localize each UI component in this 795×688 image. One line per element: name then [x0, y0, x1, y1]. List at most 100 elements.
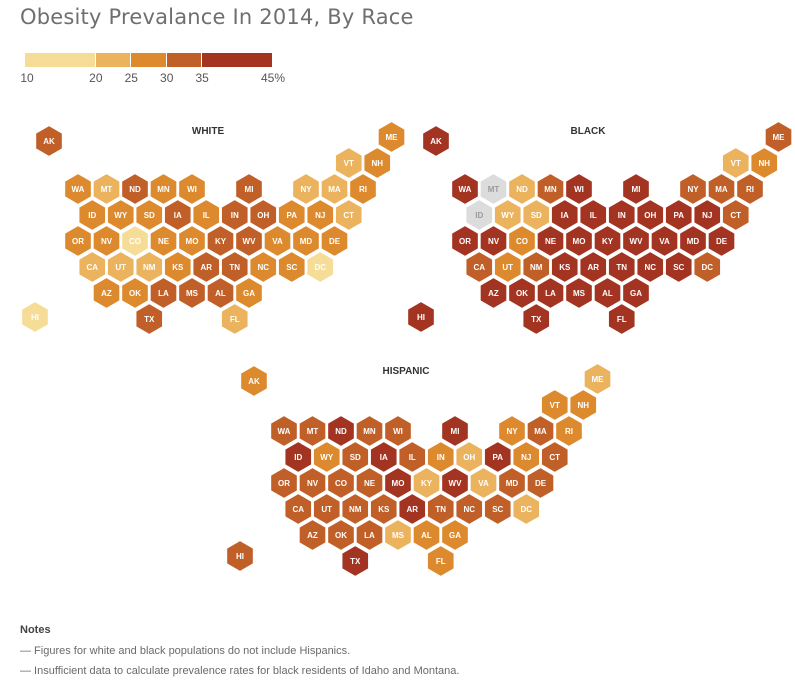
hex-hispanic-nc: NC: [455, 492, 484, 526]
hex-label: NV: [488, 237, 500, 246]
hex-shape: [149, 172, 178, 206]
hex-black-ga: GA: [621, 276, 651, 310]
hex-shape: [263, 224, 292, 258]
hex-hispanic-nh: NH: [569, 388, 598, 422]
hex-shape: [277, 250, 306, 284]
hex-black-va: VA: [650, 224, 679, 258]
hex-shape: [326, 518, 356, 552]
legend-swatch-3: [131, 53, 166, 67]
hex-label: FL: [230, 315, 240, 324]
hex-black-al: AL: [593, 276, 622, 310]
hex-shape: [693, 198, 722, 232]
hex-shape: [220, 250, 249, 284]
hex-shape: [721, 198, 750, 232]
hex-label: SD: [350, 453, 361, 462]
hex-label: HI: [417, 313, 425, 322]
hex-black-co: CO: [507, 224, 537, 258]
legend-swatch-5: [202, 53, 272, 67]
hex-black-ky: KY: [593, 224, 622, 258]
hex-hispanic-tn: TN: [426, 492, 455, 526]
hex-white-nv: NV: [92, 224, 121, 258]
hex-hispanic-sd: SD: [341, 440, 370, 474]
hex-hispanic-me: ME: [583, 362, 612, 396]
hex-white-mn: MN: [149, 172, 178, 206]
notes-title: Notes: [20, 624, 51, 636]
hex-white-la: LA: [149, 276, 178, 310]
hex-label: MS: [186, 289, 199, 298]
hex-label: WV: [449, 479, 463, 488]
hex-white-mo: MO: [177, 224, 207, 258]
hex-label: KS: [378, 505, 390, 514]
legend-swatch-1: [25, 53, 95, 67]
hex-shape: [569, 388, 598, 422]
hex-black-mn: MN: [536, 172, 565, 206]
hex-shape: [341, 440, 370, 474]
hex-label: CA: [86, 263, 98, 272]
hex-shape: [298, 466, 327, 500]
hex-shape: [298, 518, 327, 552]
hex-white-wy: WY: [106, 198, 135, 232]
hex-black-ok: OK: [507, 276, 537, 310]
map-title-hispanic: HISPANIC: [382, 366, 429, 377]
hex-shape: [383, 414, 413, 448]
legend-tick-4: 30: [160, 71, 174, 85]
hex-shape: [412, 518, 441, 552]
hex-shape: [206, 224, 235, 258]
hex-white-az: AZ: [92, 276, 121, 310]
hex-white-ok: OK: [120, 276, 150, 310]
hex-label: IN: [618, 211, 626, 220]
hex-shape: [450, 172, 480, 206]
hex-shape: [269, 466, 299, 500]
hex-label: AK: [43, 137, 55, 146]
hex-white-or: OR: [63, 224, 93, 258]
hex-hispanic-wv: WV: [440, 466, 470, 500]
hex-white-ms: MS: [177, 276, 207, 310]
hex-label: KS: [559, 263, 571, 272]
hex-shape: [469, 466, 498, 500]
hex-shape: [291, 172, 321, 206]
hex-black-wv: WV: [621, 224, 651, 258]
hex-shape: [426, 492, 455, 526]
hex-shape: [334, 146, 363, 180]
hex-hispanic-vt: VT: [540, 388, 569, 422]
map-title-black: BLACK: [571, 126, 607, 137]
hex-black-ar: AR: [579, 250, 608, 284]
hex-black-il: IL: [579, 198, 608, 232]
hex-black-la: LA: [536, 276, 565, 310]
hex-label: NH: [758, 159, 770, 168]
hex-black-nv: NV: [479, 224, 508, 258]
hex-white-nc: NC: [249, 250, 278, 284]
hex-shape: [507, 172, 537, 206]
hex-shape: [526, 466, 555, 500]
hex-black-wa: WA: [450, 172, 480, 206]
map-title-white: WHITE: [192, 126, 225, 137]
hex-black-id: ID: [465, 198, 494, 232]
hex-shape: [377, 120, 406, 154]
page-title: Obesity Prevalance In 2014, By Race: [20, 5, 414, 29]
hex-label: VT: [731, 159, 741, 168]
hex-label: NY: [687, 185, 699, 194]
hex-hispanic-az: AZ: [298, 518, 327, 552]
hex-label: SC: [492, 505, 503, 514]
hex-hispanic-sc: SC: [483, 492, 512, 526]
hex-label: NY: [506, 427, 518, 436]
hex-shape: [78, 250, 107, 284]
hex-shape: [92, 276, 121, 310]
hex-shape: [522, 250, 551, 284]
hex-label: MN: [544, 185, 557, 194]
hex-black-ne: NE: [536, 224, 565, 258]
hex-label: KY: [215, 237, 227, 246]
hex-label: ID: [294, 453, 302, 462]
hex-label: WV: [243, 237, 257, 246]
hex-label: OR: [278, 479, 290, 488]
hex-white-ri: RI: [348, 172, 378, 206]
hex-black-ca: CA: [465, 250, 494, 284]
hex-shape: [306, 198, 335, 232]
hex-label: IA: [380, 453, 388, 462]
hex-white-id: ID: [78, 198, 107, 232]
hex-hispanic-ny: NY: [497, 414, 527, 448]
hex-label: TN: [435, 505, 446, 514]
hex-shape: [593, 276, 622, 310]
hex-black-mo: MO: [564, 224, 594, 258]
